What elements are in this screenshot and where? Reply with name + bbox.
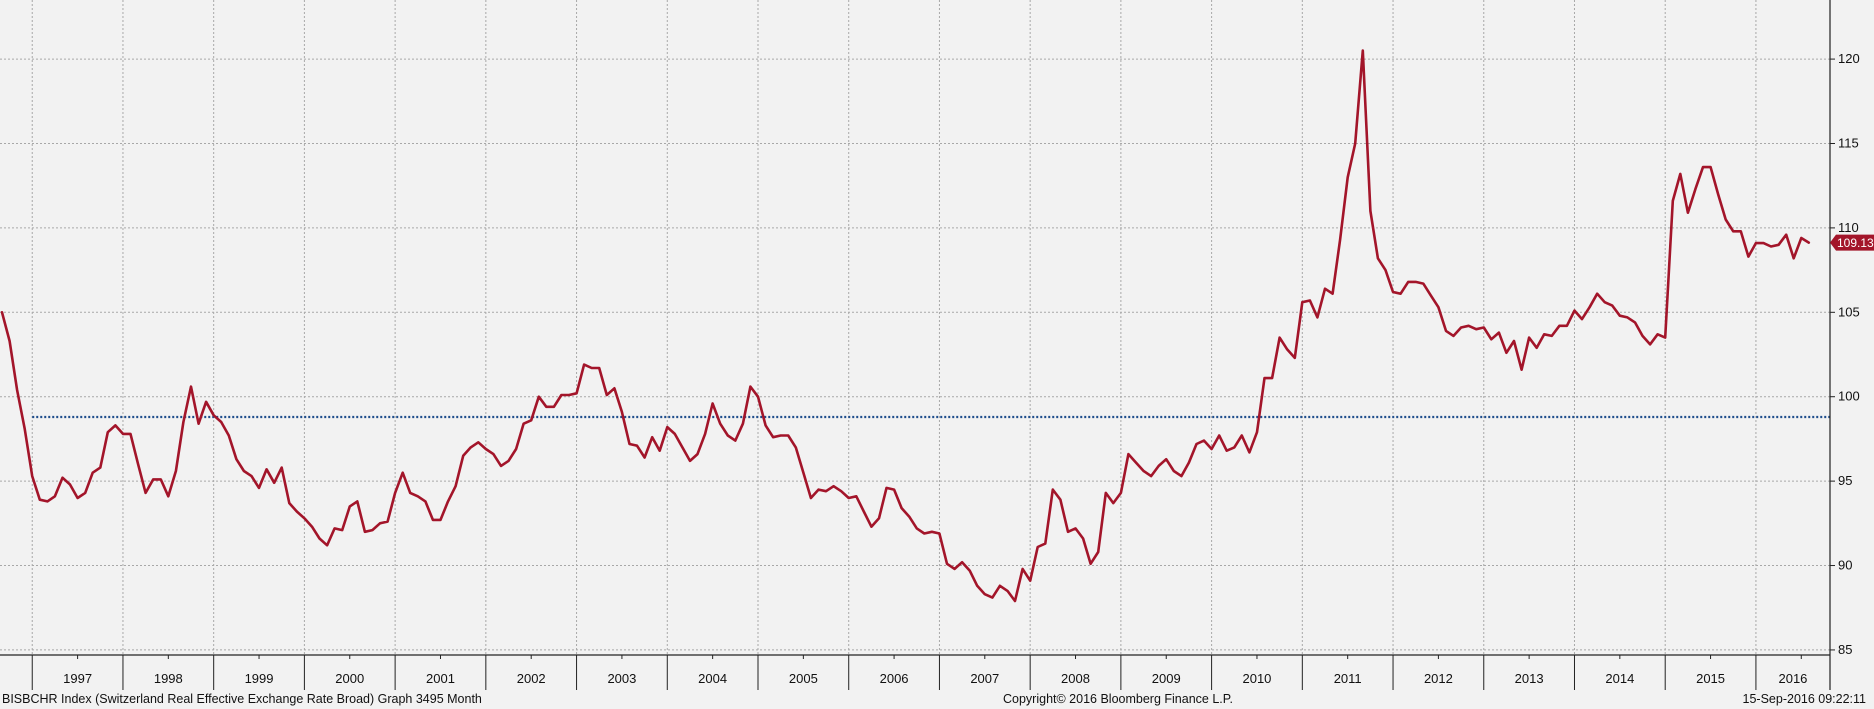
x-tick-label: 2014: [1605, 671, 1634, 686]
series-layer: [0, 49, 1811, 603]
x-tick-label: 2003: [607, 671, 636, 686]
chart-footer: BISBCHR Index (Switzerland Real Effectiv…: [0, 690, 1874, 709]
x-tick-label: 1999: [245, 671, 274, 686]
security-description: BISBCHR Index (Switzerland Real Effectiv…: [2, 692, 482, 706]
series-line: [0, 49, 1811, 603]
copyright-notice: Copyright© 2016 Bloomberg Finance L.P.: [1003, 692, 1233, 706]
y-tick-label: 90: [1838, 558, 1852, 573]
y-tick-label: 115: [1838, 135, 1859, 150]
last-value-text: 109.13: [1837, 236, 1874, 250]
x-tick-label: 2012: [1424, 671, 1453, 686]
x-tick-label: 2008: [1061, 671, 1090, 686]
x-tick-label: 2000: [335, 671, 364, 686]
x-tick-label: 2016: [1778, 671, 1807, 686]
x-tick-label: 1998: [154, 671, 183, 686]
x-tick-label: 2002: [517, 671, 546, 686]
x-tick-label: 2015: [1696, 671, 1725, 686]
line-chart: 85 90 95 100 105 110 115 120 1997 1998 1999 2000 200…: [0, 0, 1874, 690]
y-tick-label: 95: [1838, 473, 1852, 488]
x-tick-label: 2009: [1152, 671, 1181, 686]
x-tick-label: 2013: [1515, 671, 1544, 686]
x-tick-label: 2010: [1242, 671, 1271, 686]
y-tick-label: 105: [1838, 304, 1860, 319]
x-tick-label: 1997: [63, 671, 92, 686]
chart-axes: 85 90 95 100 105 110 115 120 1997 1998 1999 2000 200…: [0, 0, 1860, 690]
chart-grid: [0, 0, 1830, 655]
x-tick-label: 2007: [970, 671, 999, 686]
y-tick-label: 110: [1838, 220, 1859, 235]
x-tick-label: 2011: [1334, 671, 1362, 686]
y-tick-label: 120: [1838, 51, 1860, 66]
x-tick-label: 2006: [880, 671, 909, 686]
x-tick-label: 2001: [426, 671, 455, 686]
timestamp: 15-Sep-2016 09:22:11: [1742, 692, 1866, 706]
y-tick-label: 100: [1838, 389, 1860, 404]
x-tick-label: 2004: [698, 671, 727, 686]
last-value-tag: [1830, 234, 1874, 251]
y-tick-label: 85: [1838, 642, 1852, 657]
last-value-label-layer: 109.13: [1830, 234, 1874, 251]
x-tick-label: 2005: [789, 671, 818, 686]
